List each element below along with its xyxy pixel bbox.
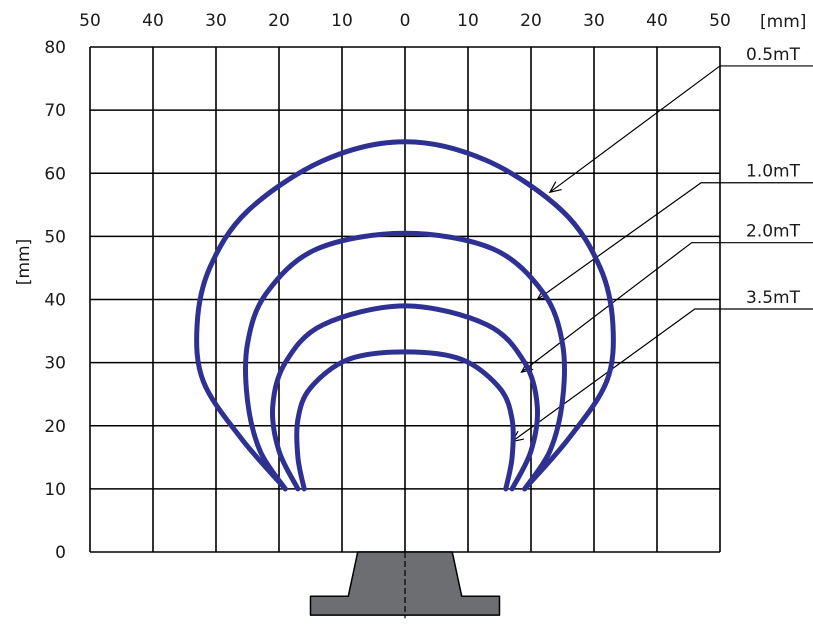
x-tick-label: 20 (520, 11, 542, 31)
x-tick-label: 50 (79, 11, 101, 31)
y-tick-label: 60 (44, 164, 66, 184)
x-tick-label: 30 (205, 11, 227, 31)
x-tick-label: 10 (457, 11, 479, 31)
callout-label: 1.0mT (746, 162, 801, 182)
y-unit-label: [mm] (14, 239, 34, 285)
y-tick-label: 20 (44, 417, 66, 437)
x-tick-label: 0 (400, 11, 411, 31)
x-unit-label: [mm] (760, 12, 806, 32)
callout-leader (549, 65, 813, 193)
callout-arrowhead (548, 181, 562, 194)
grid: 50 40 30 20 10 0 10 20 30 40 50 0 10 20 30 40 50 60 70 80 (44, 11, 730, 563)
field-line-2-0mt (269, 303, 541, 492)
callout-label: 3.5mT (746, 288, 801, 308)
x-tick-label: 30 (583, 11, 605, 31)
callout-leader (511, 308, 813, 443)
y-tick-label: 10 (44, 480, 66, 500)
x-tick-label: 50 (709, 11, 731, 31)
series (194, 139, 616, 492)
axis-labels: [mm] [mm] (14, 12, 806, 285)
y-tick-label: 50 (44, 227, 66, 247)
x-tick-label: 40 (142, 11, 164, 31)
y-tick-label: 0 (55, 543, 66, 563)
field-line-3-5mt (294, 349, 516, 492)
field-line-0-5mt (194, 139, 616, 492)
y-tick-label: 70 (44, 101, 66, 121)
callout-label: 2.0mT (746, 222, 801, 242)
x-tick-label: 40 (646, 11, 668, 31)
callout-leader (521, 242, 813, 373)
y-tick-label: 40 (44, 291, 66, 311)
y-tick-label: 30 (44, 354, 66, 374)
y-tick-label: 80 (44, 38, 66, 58)
x-tick-label: 20 (268, 11, 290, 31)
callouts: 0.5mT 1.0mT 2.0mT 3.5mT (510, 45, 813, 443)
callout-label: 0.5mT (746, 45, 801, 65)
magnet (309, 551, 501, 619)
callout-leader (536, 182, 813, 300)
field-line-1-0mt (243, 230, 567, 492)
x-tick-label: 10 (331, 11, 353, 31)
